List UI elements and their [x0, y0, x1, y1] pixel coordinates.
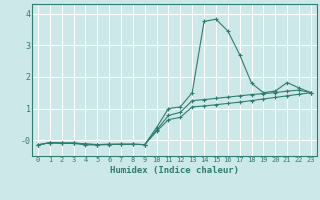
X-axis label: Humidex (Indice chaleur): Humidex (Indice chaleur): [110, 166, 239, 175]
